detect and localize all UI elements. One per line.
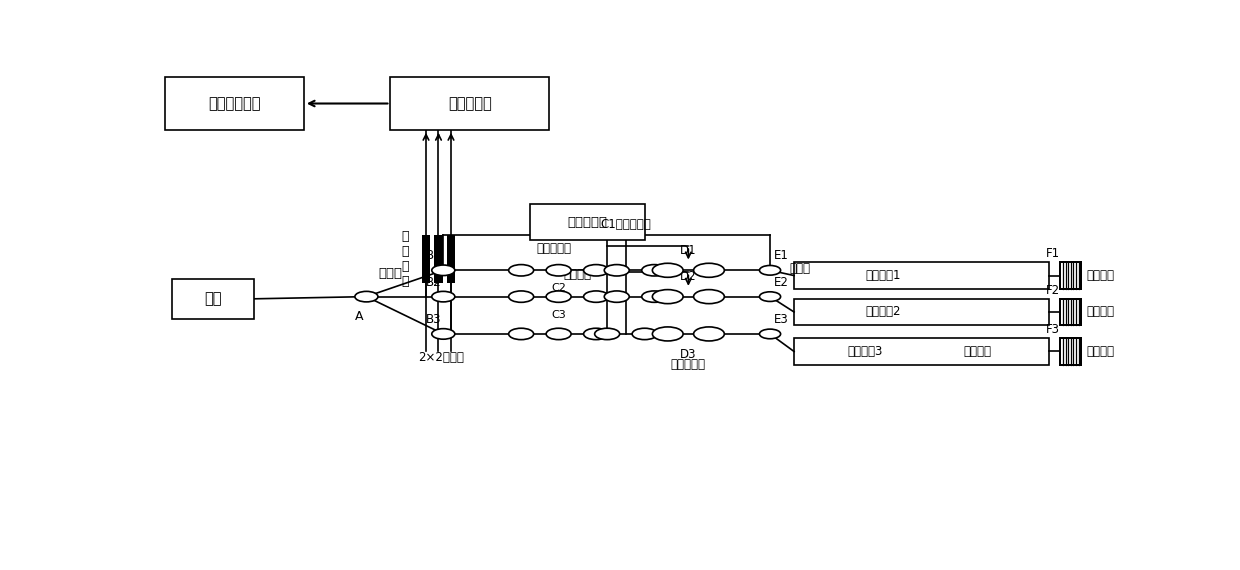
Bar (165, 77, 304, 130)
Text: C1光纤传感器: C1光纤传感器 (600, 218, 651, 231)
Text: 被测管道3: 被测管道3 (848, 345, 883, 358)
Text: D1: D1 (680, 244, 697, 257)
Text: 被测管道1: 被测管道1 (866, 269, 901, 282)
Text: 数据采集卡: 数据采集卡 (448, 96, 491, 111)
Bar (1060, 299, 1081, 325)
Bar (446, 235, 455, 283)
Text: C3: C3 (552, 310, 565, 320)
Bar (794, 299, 1049, 325)
Text: F3: F3 (1045, 323, 1059, 336)
Bar (794, 262, 1049, 289)
Circle shape (508, 291, 533, 302)
Circle shape (693, 327, 724, 341)
Circle shape (432, 329, 455, 339)
Circle shape (584, 291, 609, 302)
Circle shape (508, 264, 533, 276)
Text: 回光设备: 回光设备 (1086, 345, 1115, 358)
Text: 延时光纤: 延时光纤 (564, 268, 591, 281)
Text: 信号处理系统: 信号处理系统 (208, 96, 260, 111)
Circle shape (693, 290, 724, 304)
Text: E3: E3 (774, 313, 789, 326)
Text: 被测管道2: 被测管道2 (866, 306, 901, 319)
Text: A: A (355, 310, 363, 323)
Text: E2: E2 (774, 276, 789, 289)
Bar (434, 235, 443, 283)
Text: 偏振控制器: 偏振控制器 (537, 242, 572, 255)
Bar (1060, 339, 1081, 365)
Text: D3: D3 (680, 348, 697, 361)
Circle shape (584, 264, 609, 276)
Circle shape (632, 328, 657, 340)
Text: F2: F2 (1045, 284, 1060, 296)
Text: B2: B2 (425, 276, 441, 289)
Circle shape (652, 327, 683, 341)
Text: C2: C2 (552, 283, 565, 294)
Circle shape (432, 291, 455, 302)
Circle shape (355, 291, 378, 302)
Circle shape (642, 264, 667, 276)
Bar (1060, 262, 1081, 289)
Circle shape (604, 291, 629, 302)
Text: 传感光纤: 传感光纤 (963, 345, 992, 358)
Text: 2×2耦合器: 2×2耦合器 (418, 351, 464, 364)
Circle shape (584, 328, 609, 340)
Circle shape (546, 328, 572, 340)
Text: F1: F1 (1045, 247, 1060, 260)
Circle shape (508, 328, 533, 340)
Circle shape (759, 292, 781, 302)
Circle shape (432, 265, 455, 275)
Bar (172, 279, 254, 319)
Bar (391, 77, 549, 130)
Bar (422, 235, 430, 283)
Text: 光开关: 光开关 (378, 267, 402, 280)
Bar (529, 205, 645, 239)
Text: B3: B3 (427, 313, 441, 326)
Circle shape (546, 291, 572, 302)
Text: 相位调制器: 相位调制器 (671, 358, 706, 371)
Text: B1: B1 (425, 250, 441, 262)
Text: 耦合器: 耦合器 (789, 262, 810, 275)
Circle shape (652, 263, 683, 278)
Text: 函数发生器: 函数发生器 (568, 215, 608, 229)
Circle shape (604, 264, 629, 276)
Circle shape (693, 263, 724, 278)
Circle shape (759, 329, 781, 339)
Circle shape (546, 264, 572, 276)
Circle shape (642, 291, 667, 302)
Text: 光源: 光源 (205, 291, 222, 306)
Text: D2: D2 (680, 270, 697, 283)
Circle shape (595, 328, 620, 340)
Circle shape (759, 266, 781, 275)
Text: 回光设备: 回光设备 (1086, 306, 1115, 319)
Text: 回光设备: 回光设备 (1086, 269, 1115, 282)
Bar (794, 339, 1049, 365)
Text: E1: E1 (774, 250, 789, 262)
Text: 光
电
转
换: 光 电 转 换 (401, 230, 409, 288)
Circle shape (652, 290, 683, 304)
